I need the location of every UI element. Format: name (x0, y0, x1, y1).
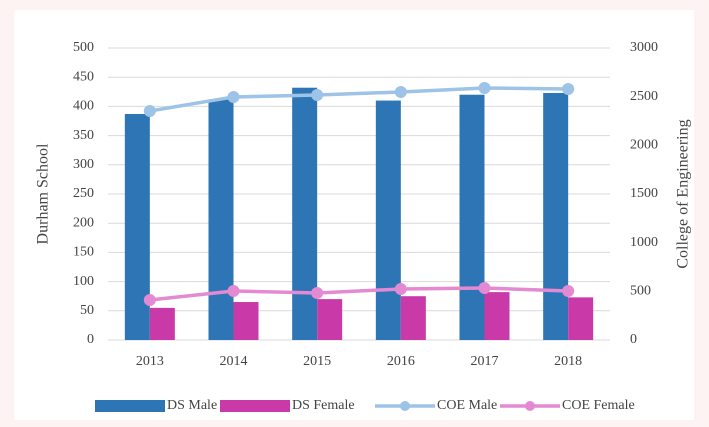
y2-tick-label: 1000 (630, 235, 658, 250)
bar (208, 99, 234, 340)
legend-swatch-marker (400, 401, 410, 411)
y-tick-label: 0 (87, 332, 94, 347)
legend-label: DS Female (292, 398, 355, 413)
y-tick-label: 100 (73, 274, 94, 289)
line-marker (394, 85, 407, 98)
x-tick-label: 2016 (387, 354, 415, 369)
line-marker (394, 282, 407, 295)
chart-area (14, 10, 694, 420)
y-tick-label: 350 (73, 128, 94, 143)
x-tick-label: 2014 (220, 354, 248, 369)
line-marker (311, 286, 324, 299)
line (149, 286, 569, 302)
line-marker (227, 90, 240, 103)
line-marker (143, 293, 156, 306)
x-tick-label: 2017 (471, 354, 499, 369)
bar (459, 94, 485, 340)
y-tick-label: 50 (80, 303, 94, 318)
line-marker (478, 82, 491, 95)
bar (317, 299, 343, 340)
y-tick-label: 150 (73, 245, 94, 260)
bar (233, 302, 259, 340)
y2-tick-label: 0 (630, 332, 637, 347)
y2-tick-label: 3000 (630, 40, 658, 55)
line (149, 86, 569, 113)
bar (484, 292, 510, 340)
y-tick-label: 500 (73, 40, 94, 55)
bar (124, 113, 150, 340)
bar (568, 297, 594, 340)
legend-swatch-marker (525, 401, 535, 411)
line-marker (562, 285, 575, 298)
legend-label: COE Female (562, 398, 635, 413)
legend-label: COE Male (437, 398, 497, 413)
y2-axis-title: College of Engineering (675, 119, 692, 268)
bar (375, 100, 401, 340)
y-tick-label: 250 (73, 186, 94, 201)
line-marker (143, 104, 156, 117)
x-tick-label: 2013 (136, 354, 164, 369)
y-tick-label: 450 (73, 69, 94, 84)
y2-tick-label: 500 (630, 284, 651, 299)
y-axis-title: Durham School (35, 143, 52, 244)
x-tick-label: 2018 (554, 354, 582, 369)
line-marker (227, 285, 240, 298)
line-marker (562, 82, 575, 95)
line-marker (311, 89, 324, 102)
legend-swatch (220, 400, 290, 412)
y2-tick-label: 1500 (630, 186, 658, 201)
bar (149, 307, 175, 340)
y2-tick-label: 2500 (630, 89, 658, 104)
line-marker (478, 282, 491, 295)
y-tick-label: 300 (73, 157, 94, 172)
bar (543, 92, 569, 340)
x-tick-label: 2015 (303, 354, 331, 369)
y-tick-label: 200 (73, 215, 94, 230)
legend-label: DS Male (167, 398, 217, 413)
bar (292, 87, 318, 340)
y-tick-label: 400 (73, 99, 94, 114)
y2-tick-label: 2000 (630, 138, 658, 153)
bar (400, 296, 426, 340)
legend-swatch (95, 400, 165, 412)
